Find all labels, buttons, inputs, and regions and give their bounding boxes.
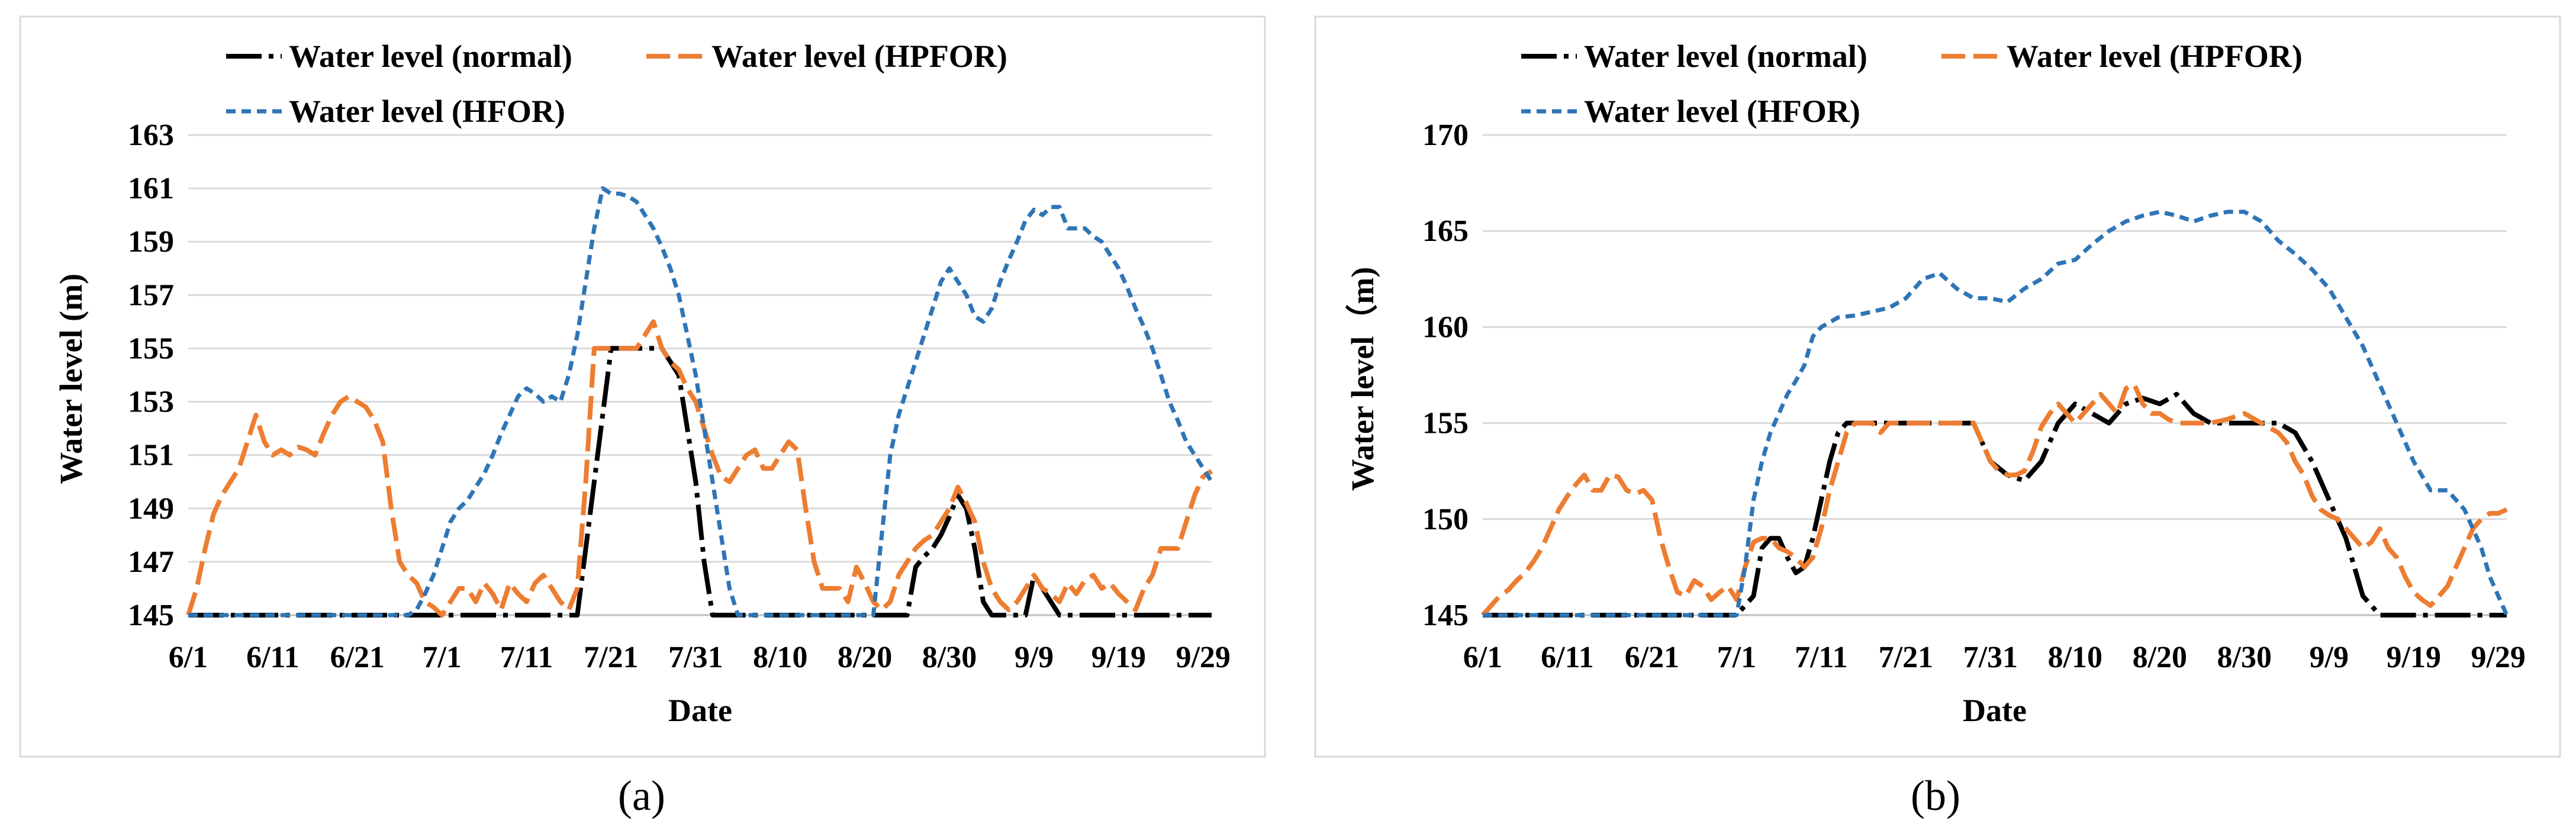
y-tick-label: 153 [128, 385, 174, 419]
x-tick-label: 8/10 [2048, 641, 2102, 674]
y-tick-label: 155 [128, 332, 174, 365]
x-tick-label: 8/20 [838, 641, 892, 674]
x-tick-label: 7/11 [500, 641, 553, 674]
chart-b-xtick-labels: 6/1 6/11 6/21 7/1 7/11 7/21 7/31 8/10 8/20 8/30 9/… [1463, 641, 2526, 674]
chart-b-gridlines [1483, 134, 2507, 616]
x-tick-label: 6/11 [246, 641, 300, 674]
legend-item-hpfor: Water level (HPFOR) [1941, 38, 2303, 74]
x-tick-label: 9/9 [1015, 641, 1054, 674]
y-tick-label: 160 [1422, 310, 1469, 344]
chart-b-frame [1314, 15, 2561, 758]
x-tick-label: 8/30 [2217, 641, 2272, 674]
chart-b-y-axis-title: Water level（m) [1345, 267, 1380, 491]
y-tick-label: 151 [128, 439, 174, 472]
panel-b: 145 150 155 160 165 170 6/1 6/11 6/21 7/1 7/11 7/2… [1314, 15, 2561, 819]
y-tick-label: 150 [1422, 503, 1469, 536]
series-line-hfor [1483, 210, 2509, 617]
x-tick-label: 9/29 [2471, 641, 2525, 674]
x-tick-label: 7/31 [1963, 641, 2018, 674]
legend-label-normal: Water level (normal) [289, 38, 572, 74]
series-line-normal [1483, 391, 2507, 617]
y-tick-label: 157 [128, 278, 174, 312]
y-tick-label: 149 [128, 492, 174, 526]
x-tick-label: 7/1 [422, 641, 461, 674]
chart-a-x-axis-title: Date [668, 693, 732, 728]
legend-label-normal: Water level (normal) [1584, 38, 1867, 74]
x-tick-label: 7/31 [668, 641, 723, 674]
x-tick-label: 8/30 [922, 641, 977, 674]
chart-a-y-axis-title: Water level (m) [53, 274, 89, 484]
chart-b-ytick-labels: 145 150 155 160 165 170 [1422, 118, 1469, 632]
y-tick-label: 145 [1422, 599, 1469, 632]
legend-item-hfor: Water level (HFOR) [1521, 94, 1860, 129]
x-tick-label: 6/1 [1463, 641, 1502, 674]
y-tick-label: 147 [128, 545, 174, 579]
y-tick-label: 161 [128, 172, 174, 205]
y-tick-label: 155 [1422, 407, 1469, 440]
x-tick-label: 8/20 [2133, 641, 2187, 674]
panel-label-b: (b) [1911, 772, 1960, 819]
y-tick-label: 170 [1422, 118, 1469, 152]
x-tick-label: 9/9 [2310, 641, 2349, 674]
x-tick-label: 7/21 [1879, 641, 1933, 674]
legend-item-normal: Water level (normal) [226, 38, 572, 74]
series-line-hpfor [1481, 382, 2508, 617]
x-tick-label: 7/1 [1717, 641, 1756, 674]
x-tick-label: 6/21 [330, 641, 385, 674]
chart-a-legend: Water level (normal) Water level (HPFOR)… [226, 38, 1007, 129]
legend-item-hfor: Water level (HFOR) [226, 94, 565, 129]
chart-a-xtick-labels: 6/1 6/11 6/21 7/1 7/11 7/21 7/31 8/10 8/20 8/30 9/… [169, 641, 1231, 674]
legend-label-hpfor: Water level (HPFOR) [711, 38, 1007, 74]
chart-b-series-group [1481, 210, 2509, 617]
x-tick-label: 9/29 [1176, 641, 1230, 674]
legend-label-hfor: Water level (HFOR) [289, 94, 565, 129]
chart-a-ytick-labels: 145 147 149 151 153 155 157 159 161 163 [128, 118, 174, 632]
x-tick-label: 7/21 [584, 641, 638, 674]
y-tick-label: 163 [128, 118, 174, 152]
x-tick-label: 6/1 [169, 641, 208, 674]
y-tick-label: 145 [128, 599, 174, 632]
y-tick-label: 165 [1422, 214, 1469, 248]
series-line-hpfor [186, 319, 1213, 617]
series-line-hfor [188, 186, 1213, 617]
y-tick-label: 159 [128, 225, 174, 259]
legend-item-hpfor: Water level (HPFOR) [646, 38, 1007, 74]
x-tick-label: 9/19 [1091, 641, 1146, 674]
x-tick-label: 8/10 [753, 641, 807, 674]
legend-item-normal: Water level (normal) [1521, 38, 1867, 74]
legend-label-hfor: Water level (HFOR) [1584, 94, 1860, 129]
legend-label-hpfor: Water level (HPFOR) [2007, 38, 2303, 74]
x-tick-label: 6/21 [1625, 641, 1679, 674]
chart-b-x-axis-title: Date [1963, 693, 2027, 728]
chart-b-legend: Water level (normal) Water level (HPFOR)… [1521, 38, 2303, 129]
chart-a-frame [19, 15, 1266, 758]
panel-label-a: (a) [618, 772, 665, 819]
x-tick-label: 7/11 [1795, 641, 1848, 674]
chart-a-series-group [186, 186, 1213, 617]
x-tick-label: 6/11 [1541, 641, 1594, 674]
x-tick-label: 9/19 [2387, 641, 2441, 674]
